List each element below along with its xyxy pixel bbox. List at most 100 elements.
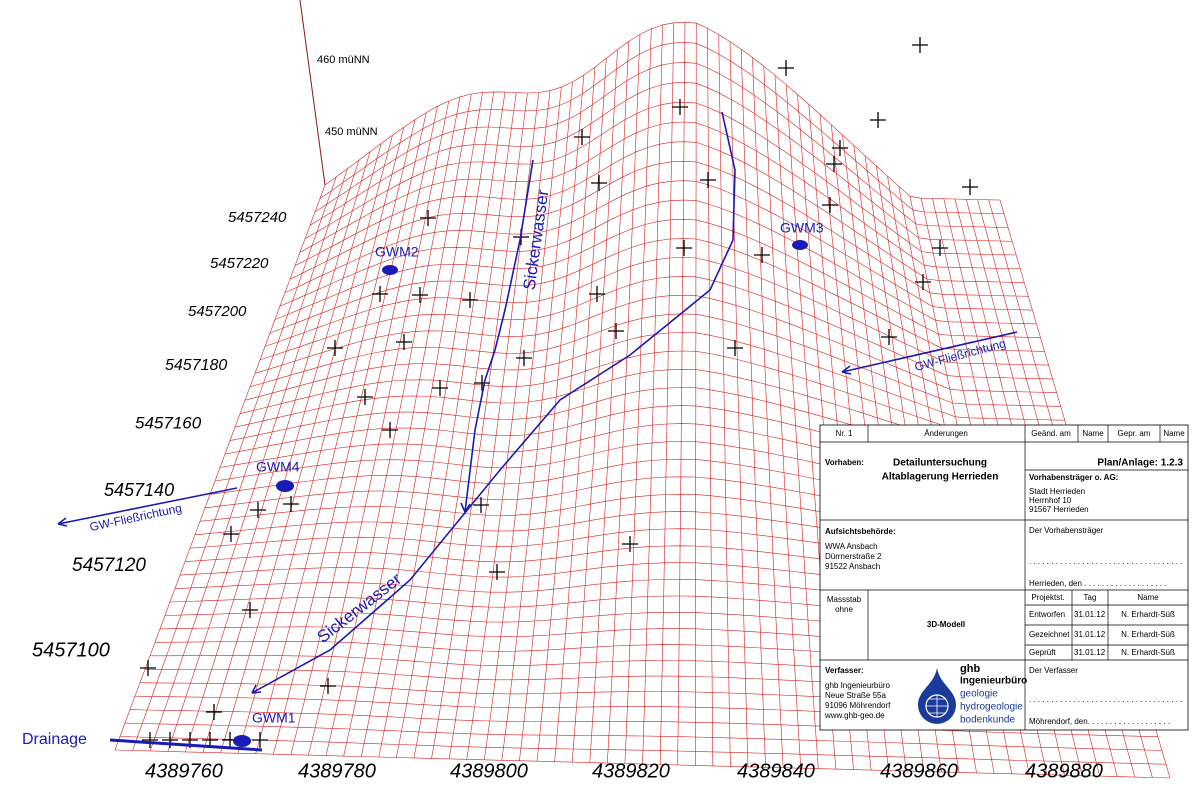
mesh-line (202, 143, 382, 753)
arrow-heads (251, 502, 471, 694)
sign-label: Der Verfasser (1029, 666, 1078, 675)
scale: Massstab (827, 595, 862, 604)
client-line: 91567 Herrieden (1029, 505, 1089, 514)
measure-point (591, 175, 607, 191)
mesh-line (124, 722, 1162, 751)
measure-point (252, 732, 268, 748)
header-cell: Name (1163, 429, 1185, 438)
measure-point (474, 375, 490, 391)
mesh-line (314, 62, 1009, 228)
measure-point (915, 274, 931, 290)
mesh-line (114, 749, 1171, 779)
status-cell: N. Erhardt-Süß (1121, 648, 1175, 657)
measure-point (754, 247, 770, 263)
author-line: Neue Straße 55a (825, 691, 886, 700)
mesh-line (343, 93, 472, 757)
measure-point (778, 60, 794, 76)
measure-point (382, 422, 398, 438)
measure-point (462, 292, 478, 308)
mesh-line (289, 160, 1029, 297)
measure-point (870, 112, 886, 128)
north-labels: 5457240 5457220 5457200 5457180 5457160 … (32, 209, 287, 661)
east-label: 4389840 (737, 760, 815, 782)
seepage-paths (57, 111, 1018, 752)
status-cell: 31.01.12 (1074, 610, 1106, 619)
status-cell: 31.01.12 (1074, 630, 1106, 639)
east-label: 4389880 (1025, 760, 1103, 782)
status-header: Name (1137, 593, 1159, 602)
logo-field: hydrogeologie (960, 702, 1023, 713)
drainage-label: Drainage (22, 731, 87, 748)
authority-line: 91522 Ansbach (825, 562, 880, 571)
sign-place: Herrieden, den . . . . . . . . . . . . .… (1029, 579, 1166, 588)
status-cell: Entworfen (1029, 610, 1065, 619)
east-labels: 4389760 4389780 4389800 4389820 4389840 … (145, 760, 1103, 782)
measure-point (822, 197, 838, 213)
project: Altablagerung Herrieden (882, 472, 999, 483)
mesh-line (304, 101, 1017, 256)
mesh-line (185, 151, 371, 752)
well-label: GWM1 (252, 710, 296, 726)
measure-point (140, 660, 156, 676)
project: Detailuntersuchung (893, 458, 987, 469)
mesh-line (308, 100, 450, 756)
well (233, 735, 251, 747)
mesh-line (677, 22, 686, 765)
status-rows: Entworfen 31.01.12 N. Erhardt-Süß Gezeichne… (1029, 610, 1175, 657)
measure-point (516, 350, 532, 366)
measure-point (608, 323, 624, 339)
mesh-line (319, 42, 1005, 215)
measure-point (912, 37, 928, 53)
measure-point (320, 678, 336, 694)
measure-point (432, 380, 448, 396)
mesh-line (309, 82, 1013, 242)
measure-point (473, 497, 489, 513)
north-label: 5457240 (228, 209, 287, 226)
mesh-line (360, 92, 483, 757)
mesh-line (294, 141, 1025, 283)
measure-point (372, 286, 388, 302)
north-label: 5457140 (104, 480, 174, 500)
mesh-line (431, 92, 528, 759)
measure-point (574, 129, 590, 145)
north-label: 5457180 (165, 357, 227, 374)
measure-point (283, 496, 299, 512)
logo-grid (926, 695, 948, 717)
status-cell: Geprüft (1029, 648, 1056, 657)
east-label: 4389780 (298, 760, 376, 782)
measure-point (223, 526, 239, 542)
author-line: ghb Ingenieurbüro (825, 681, 890, 690)
measure-point (206, 704, 222, 720)
sign-label: Der Vorhabensträger (1029, 526, 1104, 535)
measure-point (676, 240, 692, 256)
client-line: Herrnhof 10 (1029, 496, 1072, 505)
measure-point (700, 172, 716, 188)
title-block-frame (819, 424, 1189, 731)
measure-point (589, 286, 605, 302)
well (792, 240, 808, 250)
z-label: 460 müNN (317, 54, 370, 66)
measure-point (622, 536, 638, 552)
measure-point (727, 340, 743, 356)
mesh-line (484, 87, 562, 760)
status-cell: N. Erhardt-Süß (1121, 630, 1175, 639)
well-label: GWM2 (375, 244, 419, 260)
measure-points (140, 37, 978, 748)
client-line: Stadt Herrieden (1029, 487, 1085, 496)
measure-point (826, 156, 842, 172)
logo-text: Ingenieurbüro (960, 676, 1027, 687)
authority-line: WWA Ansbach (825, 542, 878, 551)
header-cell: Änderungen (924, 429, 968, 438)
measure-point (672, 99, 688, 115)
mesh-line (707, 28, 714, 766)
flow-label: GW-Fließrichtung (88, 501, 183, 534)
mesh-line (752, 57, 784, 768)
z-label: 450 müNN (325, 126, 378, 138)
well-label: GWM4 (256, 459, 300, 475)
mesh-line (299, 121, 1021, 270)
label: Verfasser: (825, 666, 864, 675)
measure-point (932, 240, 948, 256)
mesh-line (694, 23, 697, 766)
east-label: 4389760 (145, 760, 223, 782)
